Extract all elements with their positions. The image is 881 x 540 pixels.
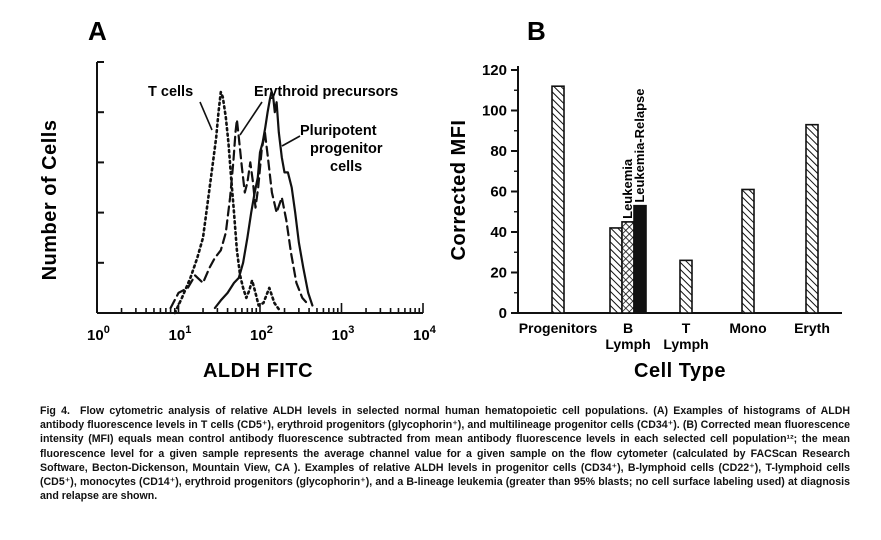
pointer-t-cells bbox=[199, 101, 213, 131]
panel-a-xlabel: ALDH FITC bbox=[203, 360, 313, 382]
caption-text: Flow cytometric analysis of relative ALD… bbox=[40, 405, 850, 503]
series-line-t-cells bbox=[173, 90, 282, 315]
series-line-pluripotent-progenitor-cells bbox=[213, 91, 314, 310]
annotation-t-cells: T cells bbox=[148, 84, 193, 100]
panel-a-x-tick-label: 102 bbox=[250, 324, 273, 344]
series-line-erythroid-precursors bbox=[169, 118, 311, 310]
panel-b-y-tick-label: 0 bbox=[499, 305, 507, 322]
bar-hatch bbox=[551, 85, 565, 314]
panel-a-x-tick-label: 104 bbox=[413, 324, 437, 344]
bar-hatch bbox=[805, 123, 819, 314]
panel-a-ylabel: Number of Cells bbox=[39, 120, 61, 281]
category-label-line2: Lymph bbox=[663, 336, 708, 352]
category-label-line2: Lymph bbox=[605, 336, 650, 352]
panel-a-x-tick-label: 101 bbox=[169, 324, 192, 344]
bar-hatch bbox=[741, 188, 755, 314]
pointer-pluripotent bbox=[281, 135, 301, 147]
category-label: Progenitors bbox=[519, 320, 598, 336]
panel-b-y-tick-label: 80 bbox=[490, 143, 507, 160]
panel-b-bar-chart: B Corrected MFI Cell Type 0 20 40 60 80 100 12… bbox=[448, 16, 842, 382]
panel-b-y-tick-label: 60 bbox=[490, 184, 507, 201]
panel-b-y-tick-label: 120 bbox=[482, 62, 507, 79]
category-label: T bbox=[682, 320, 691, 336]
panel-a-letter: A bbox=[88, 16, 107, 46]
figure-caption: Fig 4. Flow cytometric analysis of relati… bbox=[40, 404, 850, 503]
panel-b-y-tick-label: 100 bbox=[482, 103, 507, 120]
bar-label: Leukemia bbox=[620, 158, 635, 219]
panel-b-y-tick-label: 40 bbox=[490, 224, 507, 241]
pointer-erythroid bbox=[239, 101, 263, 136]
panel-b-ylabel: Corrected MFI bbox=[448, 120, 470, 261]
annotation-erythroid: Erythroid precursors bbox=[254, 84, 398, 100]
category-label: B bbox=[623, 320, 633, 336]
bar-hatch bbox=[679, 259, 693, 314]
bar-crosshatch bbox=[621, 221, 635, 314]
annotation-pluripotent-1: Pluripotent bbox=[300, 123, 377, 139]
annotation-pluripotent-2: progenitor bbox=[310, 141, 383, 157]
bar-label: Leukemia-Relapse bbox=[632, 89, 647, 203]
category-label: Eryth bbox=[794, 320, 830, 336]
annotation-pluripotent-3: cells bbox=[330, 159, 362, 175]
figure-4: A T cells Erythroid precursors Pluripote… bbox=[39, 16, 842, 382]
panel-a-histogram: A T cells Erythroid precursors Pluripote… bbox=[39, 16, 437, 382]
bar-hatch bbox=[609, 227, 623, 314]
bar-solid bbox=[633, 204, 647, 314]
panel-a-x-tick-label: 100 bbox=[87, 324, 110, 344]
panel-b-y-tick-label: 20 bbox=[490, 265, 507, 282]
panel-a-x-tick-label: 103 bbox=[332, 324, 355, 344]
caption-figure-number: Fig 4. bbox=[40, 405, 70, 417]
panel-b-letter: B bbox=[527, 16, 546, 46]
panel-b-xlabel: Cell Type bbox=[634, 360, 726, 382]
category-label: Mono bbox=[729, 320, 766, 336]
